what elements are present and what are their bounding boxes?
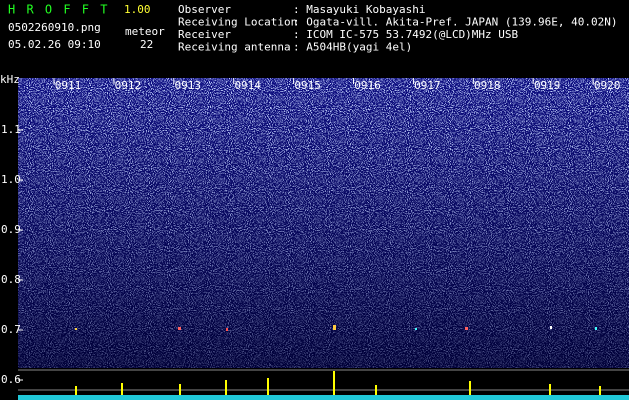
meteor-label: meteor (125, 25, 165, 38)
x-tick-label: 0912 (115, 79, 142, 92)
x-tick-label: 0917 (414, 79, 441, 92)
y-tick-label: 0.6 (1, 373, 21, 386)
field-value: : Ogata-vill. Akita-Pref. JAPAN (139.96E… (293, 16, 618, 29)
app-version: 1.00 (124, 3, 151, 16)
x-tick-label: 0914 (234, 79, 261, 92)
noise-floor (18, 395, 629, 400)
x-tick-label: 0918 (474, 79, 501, 92)
field-value: : A504HB(yagi 4el) (293, 41, 412, 54)
file-name: 0502260910.png (8, 21, 101, 34)
x-tick-label: 0919 (534, 79, 561, 92)
y-tick-label: 0.8 (1, 273, 21, 286)
meteor-count: 22 (140, 38, 153, 51)
field-label: Receiving Location (178, 16, 297, 29)
x-tick-label: 0920 (594, 79, 621, 92)
x-tick-label: 0915 (294, 79, 321, 92)
y-axis-label: kHz (0, 73, 20, 86)
y-tick-label: 1.1 (1, 123, 21, 136)
spectrogram-noise (18, 78, 629, 368)
x-tick-label: 0913 (175, 79, 202, 92)
y-tick-label: 1.0 (1, 173, 21, 186)
y-tick-label: 0.7 (1, 323, 21, 336)
x-tick-label: 0911 (55, 79, 82, 92)
field-label: Receiver (178, 28, 231, 41)
date-time: 05.02.26 09:10 (8, 38, 101, 51)
field-value: : Masayuki Kobayashi (293, 3, 425, 16)
x-tick-label: 0916 (354, 79, 381, 92)
echo-dots (75, 325, 597, 331)
field-label: Receiving antenna (178, 41, 291, 54)
app-title: H R O F F T (8, 3, 109, 17)
field-label: Observer (178, 3, 231, 16)
y-tick-label: 0.9 (1, 223, 21, 236)
field-value: : ICOM IC-575 53.7492(@LCD)MHz USB (293, 28, 519, 41)
